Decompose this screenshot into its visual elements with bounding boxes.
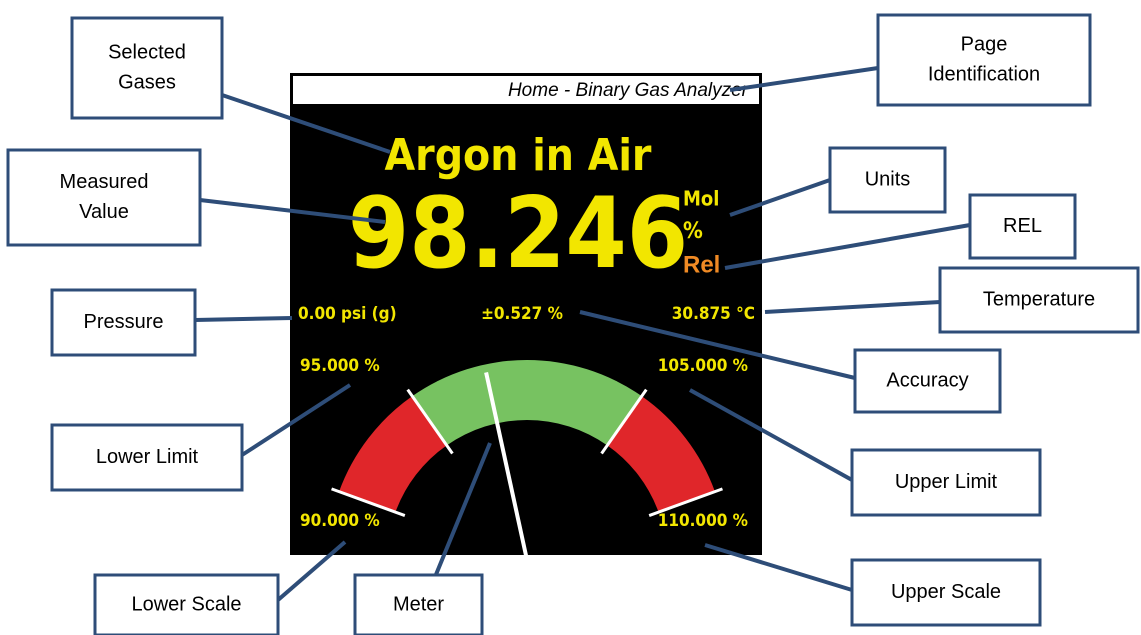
callout-box bbox=[353, 573, 484, 635]
callout-label: Measured bbox=[60, 171, 149, 193]
ok-zone bbox=[412, 360, 642, 446]
callout-box bbox=[853, 348, 1002, 414]
units-line1: Mol bbox=[683, 187, 719, 211]
leader bbox=[689, 388, 853, 482]
leader bbox=[221, 93, 391, 154]
leader bbox=[729, 178, 831, 217]
upper-limit: 105.000 % bbox=[658, 356, 748, 376]
units-line2: % bbox=[683, 219, 703, 244]
upper-scale: 110.000 % bbox=[658, 511, 748, 531]
needle bbox=[484, 371, 529, 561]
limit-tick bbox=[331, 487, 406, 517]
callout-label: Value bbox=[79, 201, 129, 223]
callout-box bbox=[50, 423, 244, 492]
callout-label: Pressure bbox=[83, 311, 163, 333]
measured-value: 98.246 bbox=[348, 177, 688, 291]
callout-box bbox=[50, 288, 197, 357]
callout-label: Lower Limit bbox=[96, 446, 199, 468]
leader bbox=[704, 543, 853, 592]
leader bbox=[199, 198, 386, 224]
rel: Rel bbox=[683, 251, 720, 278]
callout-box bbox=[6, 148, 202, 247]
callout-label: Upper Limit bbox=[895, 471, 998, 493]
leader bbox=[729, 66, 879, 92]
callout-label: Identification bbox=[928, 63, 1040, 85]
low-zone bbox=[339, 396, 447, 513]
leader bbox=[764, 300, 941, 314]
temperature: 30.875 °C bbox=[672, 304, 755, 324]
callouts: Selected Gases Page Identification Measured V… bbox=[6, 13, 1140, 635]
callout-label: Selected bbox=[108, 41, 186, 63]
accuracy: ±0.527 % bbox=[481, 304, 563, 324]
callout-box bbox=[938, 266, 1140, 334]
callout-box bbox=[70, 16, 224, 120]
callout-label: Units bbox=[865, 168, 911, 190]
callout-box bbox=[850, 448, 1042, 517]
callout-box bbox=[828, 146, 947, 214]
callout-label: Temperature bbox=[983, 288, 1095, 310]
limit-tick bbox=[648, 487, 723, 517]
leader bbox=[724, 223, 971, 270]
limit-tick bbox=[600, 388, 648, 455]
high-zone bbox=[607, 396, 715, 513]
callout-label: Lower Scale bbox=[131, 593, 241, 615]
callout-box bbox=[876, 13, 1092, 107]
callout-label: Upper Scale bbox=[891, 581, 1001, 603]
pressure: 0.00 psi (g) bbox=[298, 304, 397, 324]
callout-label: REL bbox=[1003, 215, 1042, 237]
lower-scale: 90.000 % bbox=[300, 511, 380, 531]
leader bbox=[194, 316, 293, 322]
callout-box bbox=[968, 193, 1077, 260]
leader bbox=[276, 540, 347, 602]
leader bbox=[240, 383, 352, 457]
callout-label: Meter bbox=[393, 593, 444, 615]
callout-label: Accuracy bbox=[886, 369, 968, 391]
selected-gases: Argon in Air bbox=[385, 130, 652, 181]
leader bbox=[579, 310, 856, 380]
leader-lines bbox=[194, 66, 971, 602]
page-title: Home - Binary Gas Analyzer bbox=[508, 80, 749, 101]
meter bbox=[331, 360, 723, 561]
callout-label: Gases bbox=[118, 71, 176, 93]
limit-tick bbox=[406, 388, 454, 455]
leader bbox=[433, 442, 492, 578]
callout-label: Page bbox=[961, 33, 1008, 55]
callout-box bbox=[93, 573, 280, 635]
lower-limit: 95.000 % bbox=[300, 356, 380, 376]
title-bar bbox=[293, 76, 759, 104]
callout-box bbox=[850, 558, 1042, 627]
